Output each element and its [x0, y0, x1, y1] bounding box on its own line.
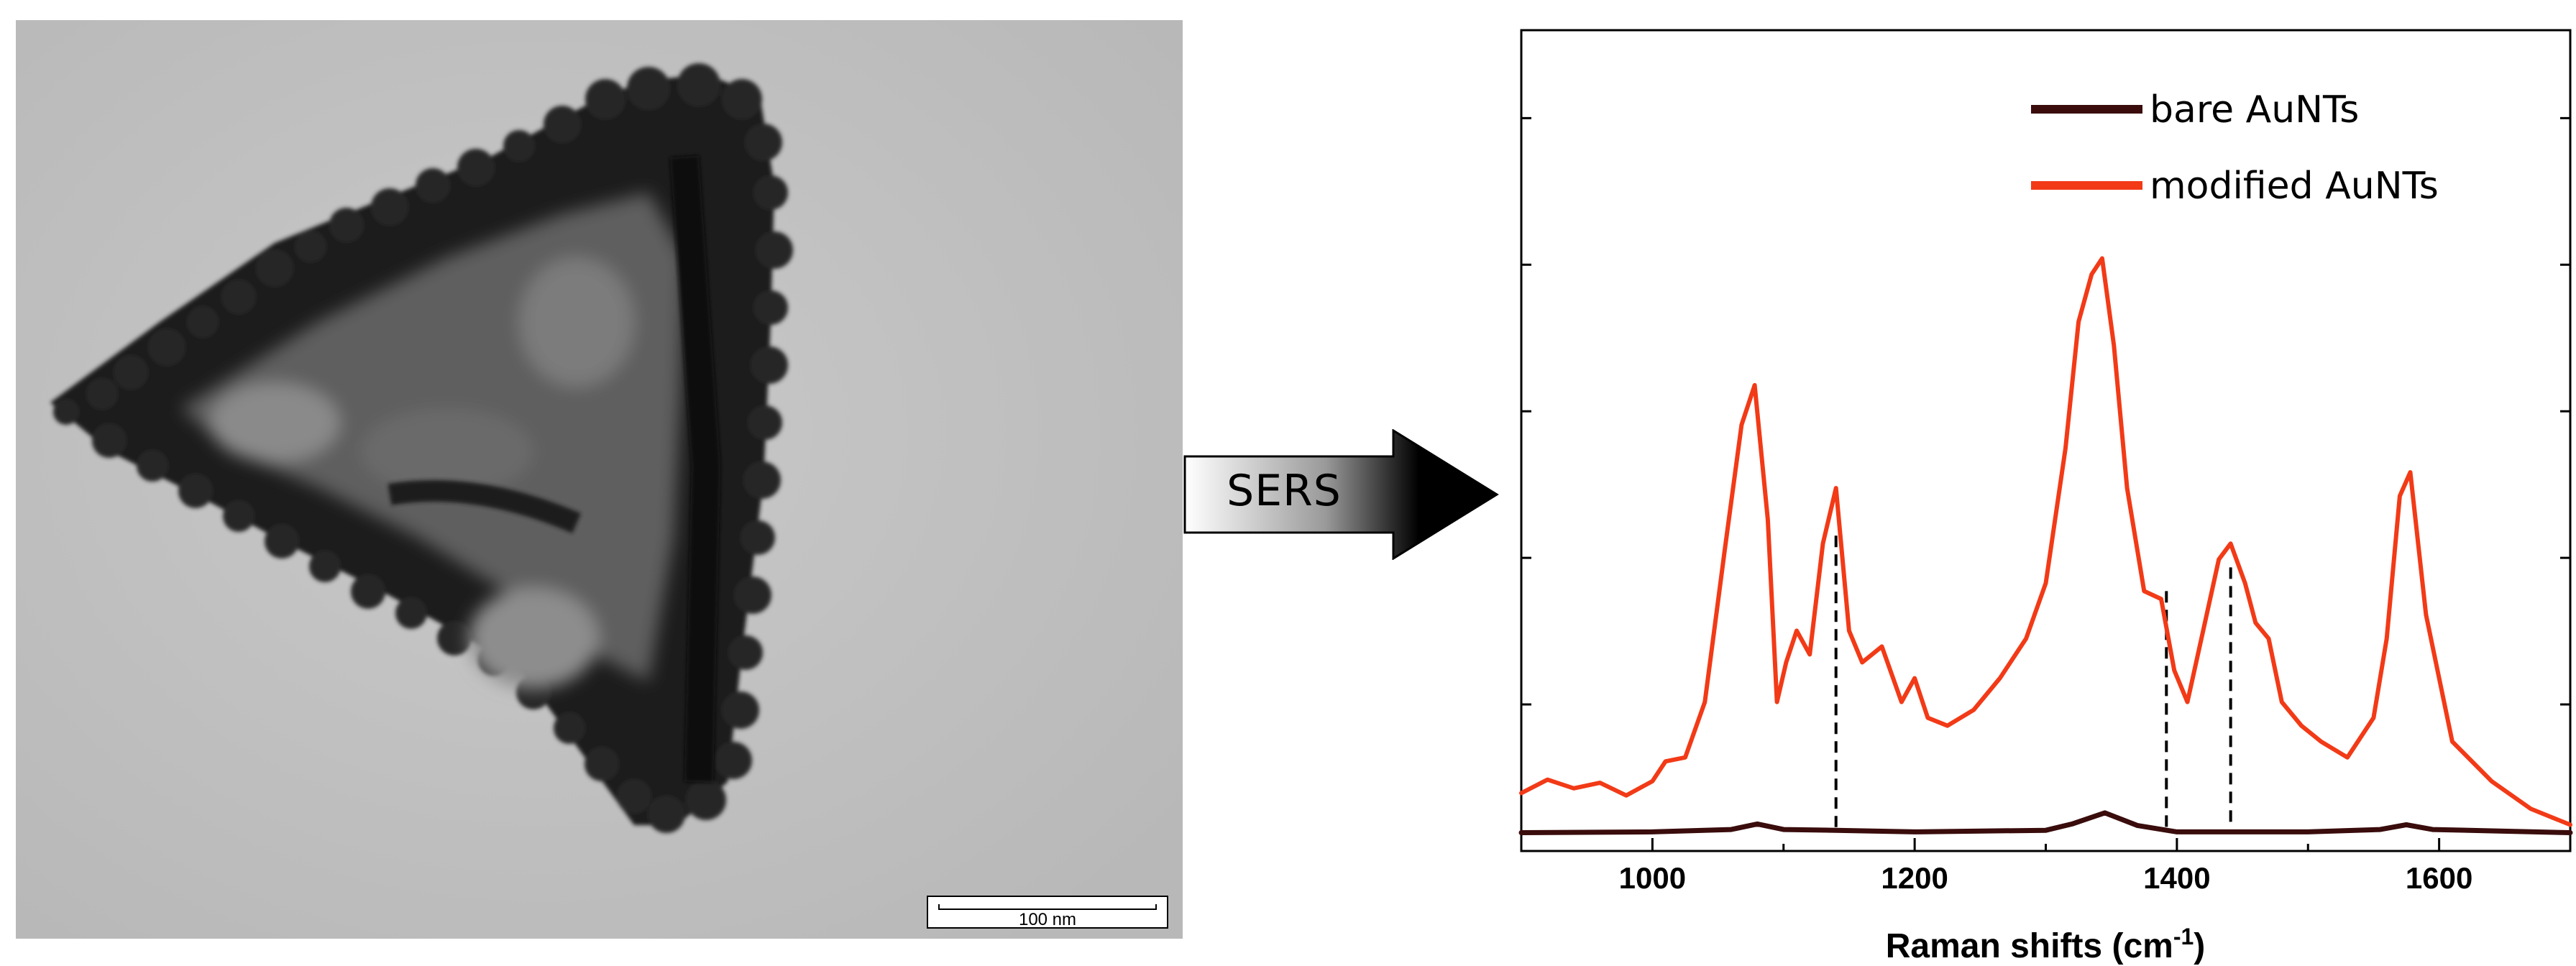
sers-label: SERS [1227, 466, 1342, 516]
x-axis-title-superscript: -1 [2173, 924, 2194, 949]
spectrum-series [1518, 256, 2573, 835]
axis-ticks: 1000 1200 1400 1600 [1520, 116, 2572, 895]
x-axis-title-main: Raman shifts (cm [1886, 927, 2173, 965]
legend: bare AuNTs modified AuNTs [2031, 88, 2439, 208]
scale-bar-label: 100 nm [1018, 910, 1077, 929]
nanotriangle-interior [181, 193, 684, 689]
nanotriangle-ridges [388, 155, 721, 783]
legend-label: modified AuNTs [2150, 165, 2439, 208]
legend-label: bare AuNTs [2150, 88, 2359, 132]
x-tick-label: 1600 [2406, 861, 2472, 895]
scale-bar-line [938, 904, 1157, 910]
series-line-bare-aunts [1518, 810, 2573, 835]
x-tick-label: 1200 [1881, 861, 1948, 895]
x-tick-label: 1000 [1619, 861, 1686, 895]
raman-spectrum-chart: 1000 1200 1400 1600 bare AuNTs modified AuNT… [1495, 0, 2576, 966]
x-tick-label: 1400 [2143, 861, 2210, 895]
tem-micrograph-image [16, 20, 1183, 939]
series-line-modified-aunts [1519, 256, 2572, 827]
sers-arrow [1183, 429, 1500, 560]
tem-micrograph: 100 nm [16, 20, 1183, 939]
raman-spectrum-svg: 1000 1200 1400 1600 bare AuNTs modified AuNT… [1518, 29, 2573, 965]
plot-area [1520, 29, 2572, 852]
x-axis-title-suffix: ) [2194, 927, 2205, 965]
x-axis-title: Raman shifts (cm-1) [1886, 924, 2206, 965]
scale-bar: 100 nm [927, 896, 1168, 929]
arrow-right-icon [1183, 429, 1499, 560]
